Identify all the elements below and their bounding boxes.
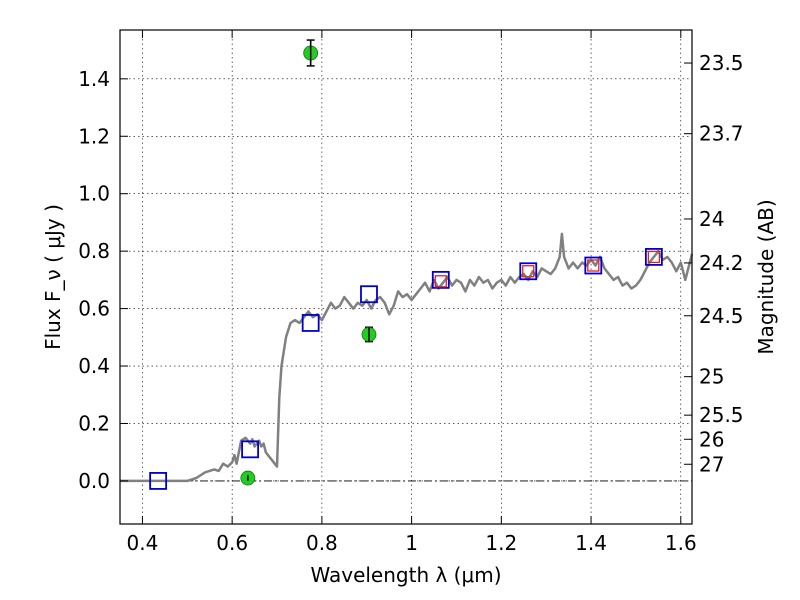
x-tick-label: 1.2 [485,531,517,555]
right-tick-label: 23.5 [699,51,744,75]
x-tick-label: 1.6 [665,531,697,555]
plot-frame [120,30,692,524]
x-axis-label: Wavelength λ (μm) [310,563,501,587]
right-tick-label: 23.7 [699,122,744,146]
x-tick-label: 0.8 [306,531,338,555]
right-tick-label: 27 [699,452,724,476]
y-axis-label: Flux F_ν ( μJy ) [41,204,65,350]
right-tick-label: 24.2 [699,251,744,275]
spectrum-series [120,234,692,481]
x-tick-label: 0.4 [127,531,159,555]
y-tick-label: 1.2 [78,124,110,148]
y-tick-label: 0.6 [78,297,110,321]
x-tick-label: 0.6 [216,531,248,555]
y-tick-label: 1.4 [78,67,110,91]
right-tick-label: 26 [699,427,724,451]
right-tick-label: 25.5 [699,403,744,427]
y-tick-label: 0.4 [78,354,110,378]
marker-series [150,40,662,489]
y-tick-label: 0.0 [78,469,110,493]
tick-labels: 0.4 0.6 0.8 1 1.2 1.4 1.6 0.0 0.2 0.4 0.6 0.8 1.0 1.2… [78,51,743,555]
right-tick-label: 24.5 [699,304,744,328]
chart: 0.4 0.6 0.8 1 1.2 1.4 1.6 0.0 0.2 0.4 0.6 0.8 1.0 1.2… [0,0,800,600]
y-tick-label: 1.0 [78,182,110,206]
grid-lines [120,30,692,524]
right-tick-label: 25 [699,365,724,389]
x-tick-label: 1.4 [575,531,607,555]
right-axis-label: Magnitude (AB) [754,199,778,354]
x-tick-label: 1 [405,531,418,555]
axis-ticks [120,30,692,524]
spectrum-line [120,234,692,481]
y-tick-label: 0.2 [78,411,110,435]
right-tick-label: 24 [699,207,724,231]
y-tick-label: 0.8 [78,239,110,263]
